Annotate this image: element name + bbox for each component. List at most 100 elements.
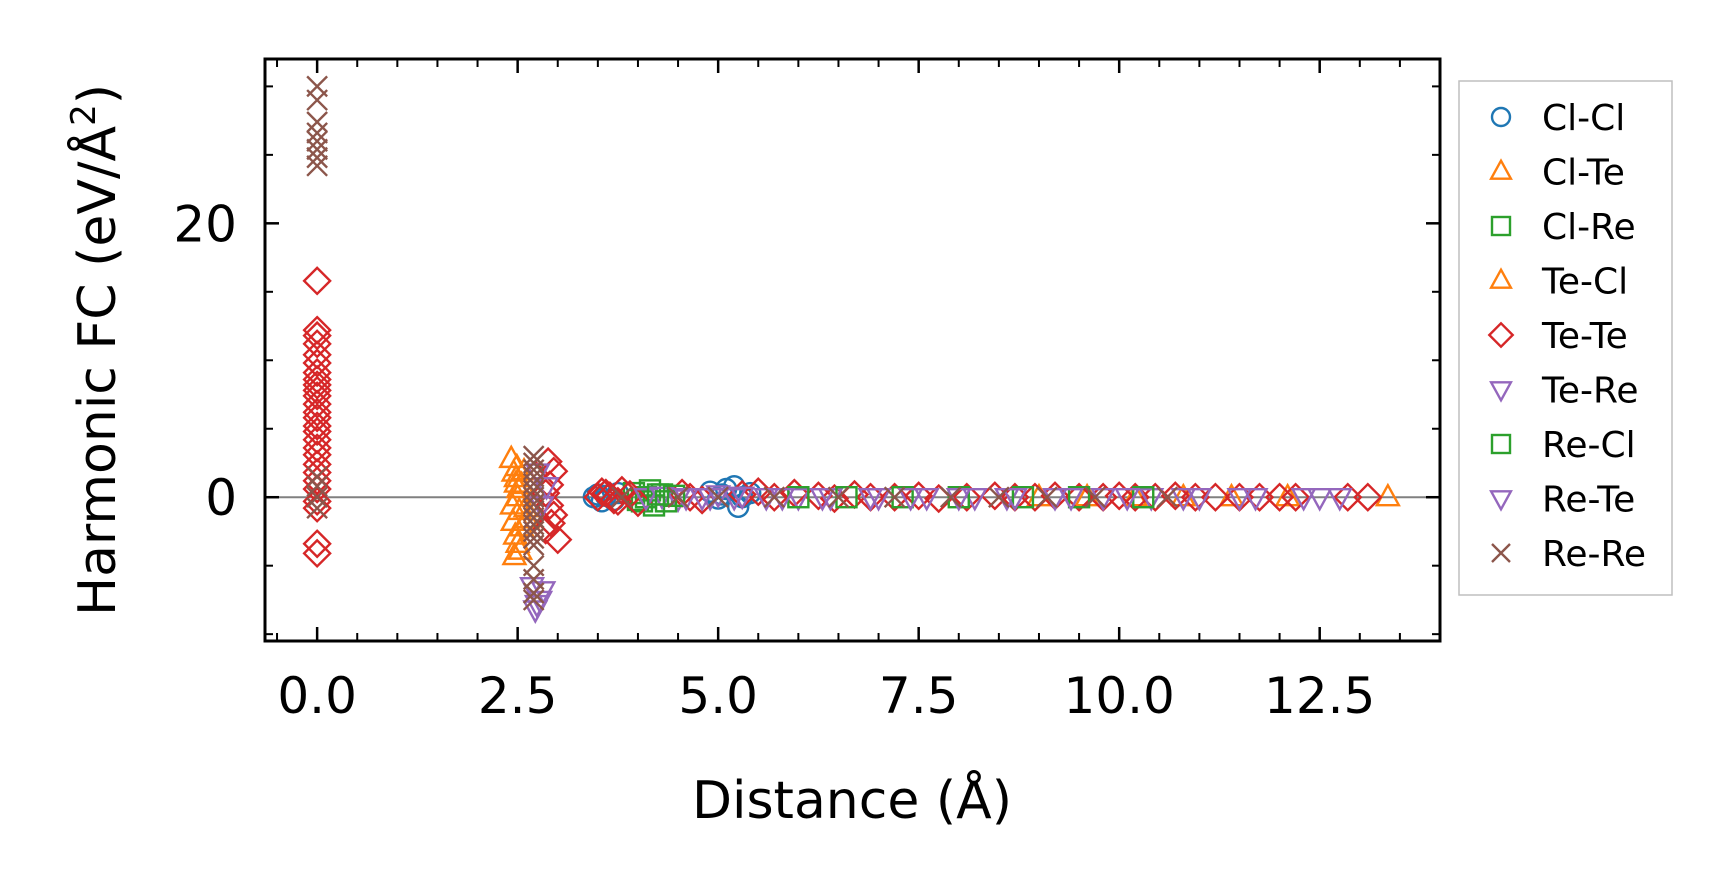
legend-item-te-re: Te-Re — [1489, 371, 1639, 412]
point-te-re — [785, 488, 812, 512]
point-te-te — [531, 478, 561, 508]
point-re-re — [667, 486, 689, 509]
legend-label: Te-Te — [1541, 316, 1628, 357]
point-te-te — [302, 329, 332, 359]
x-tick-label: 12.5 — [1264, 667, 1375, 725]
point-re-re — [763, 486, 786, 509]
legend-marker-cl-cl — [1490, 106, 1512, 128]
point-cl-te — [1374, 482, 1401, 507]
point-re-re — [988, 486, 1010, 509]
point-re-te — [857, 488, 884, 512]
point-te-re — [1186, 488, 1213, 512]
point-te-te — [302, 411, 332, 441]
point-te-re — [721, 488, 748, 512]
point-te-te — [952, 482, 982, 512]
point-te-te — [879, 482, 910, 512]
point-te-te — [535, 490, 565, 521]
point-te-te — [302, 381, 332, 411]
point-re-cl — [646, 483, 670, 506]
y-axis-label: Harmonic FC (eV/Å2) — [64, 84, 128, 616]
point-te-re — [1290, 488, 1317, 512]
point-cl-te — [1274, 482, 1301, 507]
point-re-cl — [1067, 486, 1091, 509]
point-te-te — [302, 486, 332, 517]
point-re-re — [306, 122, 328, 144]
point-te-te — [1064, 482, 1094, 512]
legend-marker-te-cl — [1489, 267, 1513, 289]
legend-marker-cl-re — [1490, 215, 1512, 237]
point-re-re — [522, 582, 545, 604]
x-tick-label: 5.0 — [678, 667, 758, 725]
legend-label: Cl-Te — [1542, 153, 1625, 194]
x-axis-label: Distance (Å) — [692, 769, 1012, 831]
point-cl-te — [503, 452, 530, 477]
legend-item-te-te: Te-Te — [1487, 316, 1628, 357]
y-axis-label-sup: 2 — [64, 104, 104, 126]
point-re-re — [1084, 486, 1106, 509]
legend-item-cl-cl: Cl-Cl — [1490, 98, 1625, 139]
legend-marker-cl-te — [1489, 158, 1513, 180]
point-re-re — [522, 589, 545, 611]
legend-marker-te-te — [1487, 321, 1515, 349]
point-re-re — [939, 486, 962, 509]
point-te-re — [1138, 488, 1165, 512]
point-cl-cl — [739, 481, 762, 505]
point-re-re — [306, 154, 328, 177]
point-re-re — [1156, 486, 1179, 509]
legend-box — [1458, 80, 1673, 596]
point-re-re — [306, 486, 328, 509]
point-te-te — [302, 457, 332, 488]
point-re-re — [522, 527, 545, 550]
point-te-te — [302, 493, 332, 523]
point-re-re — [306, 138, 328, 161]
point-te-te — [903, 481, 934, 511]
point-re-te — [729, 486, 756, 511]
point-re-re — [522, 534, 545, 556]
y-tick-label: 20 — [173, 195, 237, 253]
point-te-te — [1280, 482, 1311, 512]
point-re-re — [306, 130, 328, 153]
x-tick-label: 7.5 — [879, 667, 959, 725]
point-te-te — [1120, 482, 1150, 512]
series-re-te — [519, 477, 1253, 619]
axis-ticks: 0.0 2.5 5.0 7.5 10.0 12.5 0 20 — [173, 59, 1441, 725]
y-tick-label: 0 — [205, 469, 237, 527]
legend-marker-te-re — [1489, 381, 1513, 403]
point-re-re — [306, 89, 328, 111]
legend-label: Cl-Re — [1542, 207, 1636, 248]
point-re-re — [883, 486, 906, 509]
plot-frame — [263, 57, 1442, 643]
point-te-te — [302, 403, 332, 433]
point-re-cl — [835, 486, 858, 509]
point-te-te — [587, 477, 617, 507]
legend-item-te-cl: Te-Cl — [1489, 262, 1628, 303]
point-re-re — [306, 111, 328, 133]
y-axis-label-end: ) — [68, 84, 128, 104]
point-te-te — [302, 416, 332, 447]
legend-label: Re-Cl — [1542, 425, 1636, 466]
legend-label: Te-Cl — [1541, 262, 1628, 303]
legend-label: Re-Re — [1542, 534, 1646, 575]
point-te-re — [705, 485, 732, 509]
point-te-te — [302, 449, 332, 480]
legend-label: Re-Te — [1542, 480, 1635, 521]
point-te-cl — [1122, 482, 1149, 507]
x-tick-label: 0.0 — [277, 667, 357, 725]
point-te-te — [1160, 481, 1191, 511]
point-te-re — [632, 488, 660, 512]
legend-label: Cl-Cl — [1542, 98, 1625, 139]
point-te-te — [1180, 482, 1211, 512]
series-re-re — [306, 75, 1179, 611]
legend-marker-re-te — [1489, 490, 1513, 512]
legend-marker-re-re — [1491, 543, 1511, 563]
point-re-re — [306, 497, 328, 520]
point-te-te — [302, 529, 332, 559]
point-te-te — [302, 357, 332, 388]
legend-marker-re-cl — [1490, 433, 1512, 455]
point-re-cl — [891, 486, 914, 509]
point-te-te — [1353, 482, 1383, 512]
legend-item-re-cl: Re-Cl — [1490, 425, 1636, 466]
point-re-te — [1001, 488, 1028, 512]
legend-item-cl-te: Cl-Te — [1489, 153, 1625, 194]
point-te-te — [302, 340, 332, 370]
